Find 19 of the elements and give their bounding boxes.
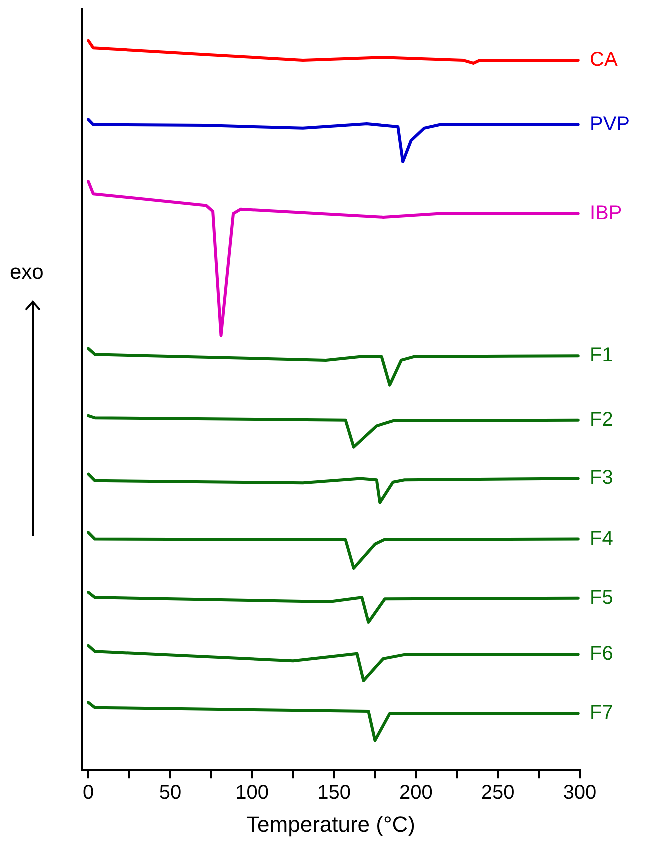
x-tick-label: 0 xyxy=(82,782,94,804)
series-label: F2 xyxy=(590,408,614,431)
series-label: CA xyxy=(590,49,618,72)
x-tick-label: 300 xyxy=(563,782,597,804)
x-tick-label: 250 xyxy=(481,782,515,804)
series-label: F1 xyxy=(590,344,614,367)
x-tick-label: 200 xyxy=(399,782,433,804)
series-label: F4 xyxy=(590,528,614,550)
x-tick-label: 150 xyxy=(318,782,351,804)
series-label: IBP xyxy=(590,202,622,224)
x-tick-label: 50 xyxy=(159,782,182,804)
series-label: F7 xyxy=(590,702,614,724)
series-label: F6 xyxy=(590,643,614,666)
series-label: PVP xyxy=(590,113,630,136)
series-label: F5 xyxy=(590,586,614,609)
x-axis-title: Temperature (°C) xyxy=(246,812,416,837)
x-tick-label: 100 xyxy=(236,782,270,804)
series-label: F3 xyxy=(590,467,614,490)
y-axis-title: exo xyxy=(10,261,44,285)
